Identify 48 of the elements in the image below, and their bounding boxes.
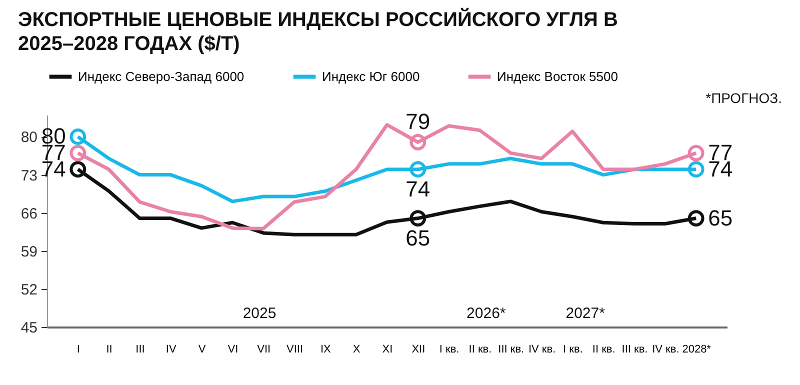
y-tick-label: 59 xyxy=(20,243,38,260)
legend-label: Индекс Юг 6000 xyxy=(322,68,420,84)
x-tick-label: XI xyxy=(382,344,393,356)
legend-label: Индекс Восток 5500 xyxy=(497,68,618,84)
x-tick-label: I кв. xyxy=(563,344,583,356)
x-tick-label: X xyxy=(352,344,361,356)
y-tick-label: 45 xyxy=(20,320,38,336)
text: *ПРОГНОЗ. xyxy=(706,90,782,106)
data-label: 74 xyxy=(406,176,430,202)
point xyxy=(410,161,426,178)
x-tick-label: 2028* xyxy=(682,344,712,356)
data-label: 65 xyxy=(406,225,430,250)
y-tick-label: 73 xyxy=(20,167,38,184)
x-tick-label: I xyxy=(76,344,80,356)
x-tick-label: III xyxy=(136,344,145,356)
x-tick-label: II кв. xyxy=(592,344,616,356)
point xyxy=(70,144,86,162)
x-tick-label: IV кв. xyxy=(652,344,680,356)
point xyxy=(70,128,86,145)
x-tick-label: XII xyxy=(412,344,426,356)
x-tick-label: IV xyxy=(166,344,177,356)
y-tick-label: 80 xyxy=(20,129,38,146)
x-tick-label: II xyxy=(106,344,112,356)
x-tick-label: VII xyxy=(257,344,271,356)
x-tick-label: IX xyxy=(320,344,332,356)
legend-label: Индекс Северо-Запад 6000 xyxy=(78,68,244,84)
annotation: 2026* xyxy=(466,305,506,322)
x-tick-label: IV кв. xyxy=(528,344,556,356)
data-label: 79 xyxy=(406,109,430,134)
x-tick-label: II кв. xyxy=(468,344,492,356)
point xyxy=(688,144,704,162)
x-tick-label: VI xyxy=(228,344,238,356)
x-tick-label: I кв. xyxy=(439,344,460,356)
x-tick-label: V xyxy=(198,344,206,356)
x-tick-label: VIII xyxy=(286,344,304,356)
point xyxy=(688,161,704,178)
point xyxy=(688,210,704,226)
point xyxy=(410,210,426,226)
annotation: 2027* xyxy=(566,305,606,322)
point xyxy=(70,161,86,178)
point xyxy=(410,134,426,150)
chart-title: ЭКСПОРТНЫЕ ЦЕНОВЫЕ ИНДЕКСЫ РОССИЙСКОГО УГЛЯ В 2025–2028 ГОДАХ ($/Т) xyxy=(18,8,618,56)
annotation: 2025 xyxy=(242,305,276,322)
y-tick-label: 52 xyxy=(20,281,38,298)
x-tick-label: III кв. xyxy=(622,344,648,356)
data-label: 65 xyxy=(708,205,733,230)
x-tick-label: III кв. xyxy=(498,344,524,356)
y-tick-label: 66 xyxy=(20,205,38,222)
